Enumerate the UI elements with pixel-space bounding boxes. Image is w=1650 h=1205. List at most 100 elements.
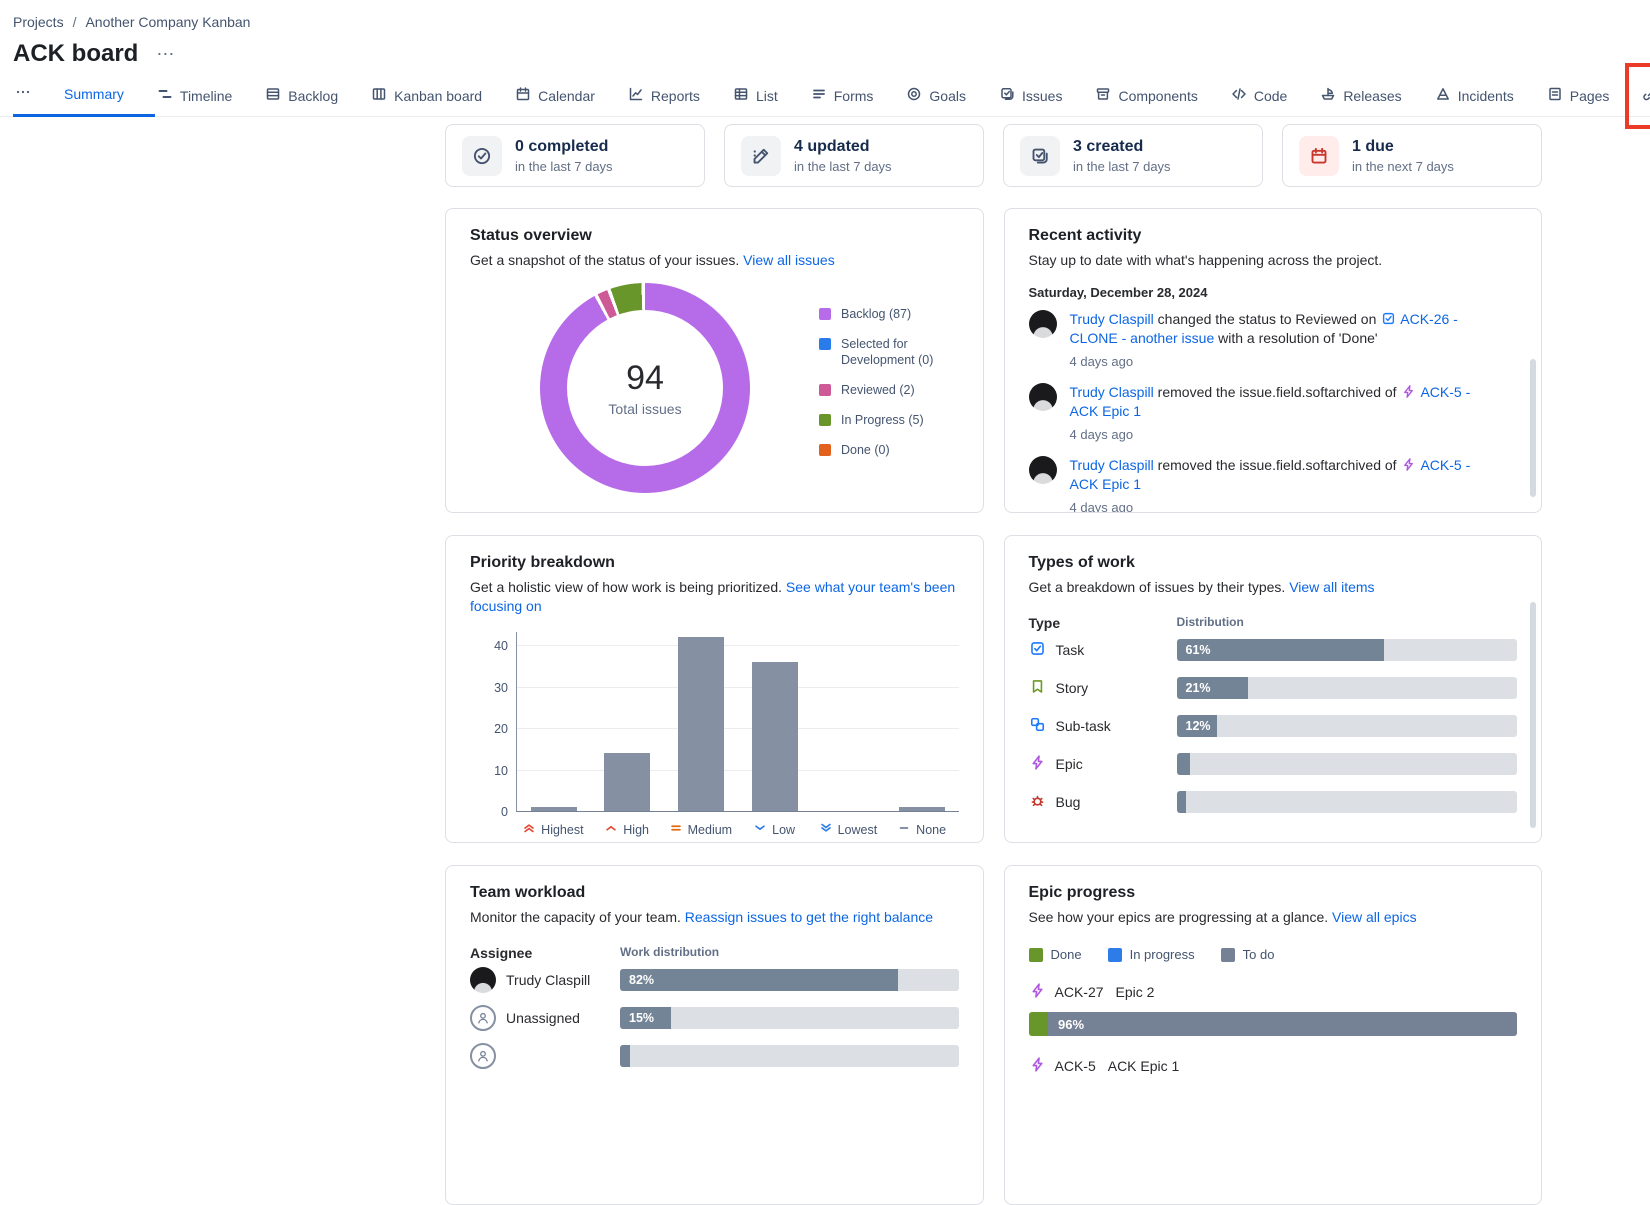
tab-label: Calendar	[538, 87, 595, 104]
tab-releases[interactable]: Releases	[1318, 80, 1403, 116]
view-all-issues-link[interactable]: View all issues	[743, 252, 835, 268]
workload-bar[interactable]: 82%	[620, 969, 959, 991]
tab-label: Summary	[64, 85, 124, 102]
tab-label: Timeline	[179, 87, 233, 104]
stat-card-4-updated[interactable]: 4 updated in the last 7 days	[724, 124, 984, 187]
x-label-none: None	[885, 821, 959, 838]
legend-swatch	[819, 414, 831, 426]
team-workload-desc: Monitor the capacity of your team.	[470, 909, 681, 925]
issue-link[interactable]: ACK-5 - ACK Epic 1	[1069, 384, 1471, 419]
workload-fill: 82%	[620, 969, 898, 991]
tab-calendar[interactable]: Calendar	[513, 80, 597, 116]
distribution-bar[interactable]: 12%	[1176, 715, 1517, 737]
epic-progress-list: ACK-27 Epic 2 96% ACK-5 ACK Epic 1	[1028, 982, 1517, 1076]
workload-row-overflow	[470, 1037, 959, 1075]
summary-content: 0 completed in the last 7 days 4 updated in…	[445, 124, 1542, 1205]
epic-key-link[interactable]: ACK-5	[1054, 1058, 1096, 1074]
tab-kanban-board[interactable]: Kanban board	[369, 80, 484, 116]
tab-label: Backlog	[288, 87, 339, 104]
legend-swatch	[819, 308, 831, 320]
distribution-bar[interactable]: 61%	[1176, 639, 1517, 661]
epic-progress-title: Epic progress	[1028, 884, 1136, 901]
active-tab-group: Summary	[13, 78, 155, 117]
stat-card-3-created[interactable]: 3 created in the last 7 days	[1003, 124, 1263, 187]
y-axis-tick: 20	[494, 722, 508, 736]
priority-breakdown-desc: Get a holistic view of how work is being…	[470, 579, 783, 595]
legend-item-reviewed[interactable]: Reviewed (2)	[819, 382, 959, 398]
user-avatar	[1028, 383, 1057, 411]
view-all-epics-link[interactable]: View all epics	[1332, 909, 1417, 925]
tab-forms[interactable]: Forms	[809, 80, 876, 116]
type-label: Story	[1055, 680, 1089, 696]
legend-item-selected-for-development[interactable]: Selected for Development (0)	[819, 336, 959, 368]
activity-item: Trudy Claspill removed the issue.field.s…	[1028, 456, 1518, 513]
tab-backlog[interactable]: Backlog	[263, 80, 340, 116]
priority-low-icon	[753, 821, 767, 838]
tab-reports[interactable]: Reports	[626, 80, 702, 116]
project-nav-tabs: Summary Timeline Backlog Kanban board Calend…	[13, 63, 1650, 129]
epic-icon	[1029, 1056, 1046, 1076]
tab-code[interactable]: Code	[1229, 80, 1289, 116]
team-workload-title: Team workload	[470, 884, 586, 901]
priority-none-icon	[897, 821, 911, 838]
y-axis-tick: 0	[501, 805, 508, 819]
project-more-button[interactable]: ⋯	[152, 43, 179, 65]
type-column-header: Type	[1028, 615, 1061, 631]
task-icon	[1381, 311, 1396, 326]
distribution-bar[interactable]	[1176, 791, 1517, 813]
epic-key-link[interactable]: ACK-27	[1054, 984, 1104, 1000]
epic-name: Epic 2	[1115, 984, 1155, 1000]
issue-link[interactable]: ACK-5 - ACK Epic 1	[1069, 457, 1471, 492]
reassign-issues-link[interactable]: Reassign issues to get the right balance	[684, 909, 934, 925]
distribution-bar[interactable]	[1176, 753, 1517, 775]
legend-item-done[interactable]: Done (0)	[819, 442, 959, 458]
type-label: Epic	[1055, 756, 1083, 772]
recent-activity-scrollbar[interactable]	[1530, 359, 1536, 497]
legend-item-in-progress[interactable]: In Progress (5)	[819, 412, 959, 428]
types-of-work-scrollbar[interactable]	[1530, 602, 1536, 828]
types-of-work-table: Task 61% Story 21% Sub-task 12% Epic Bug	[1029, 631, 1517, 821]
user-link[interactable]: Trudy Claspill	[1069, 311, 1154, 327]
tab-overflow[interactable]	[13, 78, 33, 114]
bug-type-icon	[1029, 792, 1046, 812]
gridline	[517, 645, 959, 646]
distribution-bar[interactable]: 21%	[1176, 677, 1517, 699]
epic-progress-bar[interactable]: 96%	[1028, 1012, 1517, 1036]
legend-swatch	[1107, 947, 1122, 962]
type-row-bug: Bug	[1029, 783, 1517, 821]
team-focus-link[interactable]: See what your team's been focusing on	[470, 579, 956, 614]
workload-fill: 15%	[620, 1007, 671, 1029]
breadcrumb-project-link[interactable]: Another Company Kanban	[85, 14, 251, 30]
workload-bar[interactable]	[620, 1045, 959, 1067]
tab-timeline[interactable]: Timeline	[155, 80, 234, 116]
page-title: ACK board	[13, 40, 139, 67]
tab-goals[interactable]: Goals	[904, 80, 968, 116]
workload-bar[interactable]: 15%	[620, 1007, 959, 1029]
tab-list[interactable]: List	[731, 80, 780, 116]
status-donut-center: 94 Total issues	[567, 310, 723, 466]
activity-time: 4 days ago	[1069, 500, 1134, 513]
breadcrumb-projects-link[interactable]: Projects	[13, 14, 64, 30]
gridline	[517, 769, 959, 771]
legend-label: In Progress (5)	[841, 413, 924, 427]
view-all-items-link[interactable]: View all items	[1289, 579, 1375, 595]
legend-swatch	[1028, 947, 1043, 962]
stat-card-1-due[interactable]: 1 due in the next 7 days	[1282, 124, 1542, 187]
user-link[interactable]: Trudy Claspill	[1069, 384, 1154, 400]
bar-none	[898, 806, 945, 811]
tab-summary[interactable]: Summary	[62, 78, 126, 114]
legend-label: To do	[1242, 947, 1275, 962]
x-label-low: Low	[737, 821, 811, 838]
tab-issues[interactable]: Issues	[997, 80, 1064, 116]
reports-icon	[628, 86, 644, 105]
legend-item-backlog[interactable]: Backlog (87)	[819, 306, 959, 322]
tab-label: Reports	[650, 87, 700, 104]
tab-shortcuts[interactable]: Shortcuts	[1625, 63, 1650, 129]
user-link[interactable]: Trudy Claspill	[1069, 457, 1154, 473]
tab-pages[interactable]: Pages	[1545, 80, 1612, 116]
tab-incidents[interactable]: Incidents	[1433, 80, 1516, 116]
stat-card-0-completed[interactable]: 0 completed in the last 7 days	[445, 124, 705, 187]
tab-components[interactable]: Components	[1093, 80, 1199, 116]
issue-link[interactable]: ACK-26 - CLONE - another issue	[1069, 311, 1458, 346]
team-workload-card: Team workload Monitor the capacity of yo…	[445, 865, 984, 1205]
